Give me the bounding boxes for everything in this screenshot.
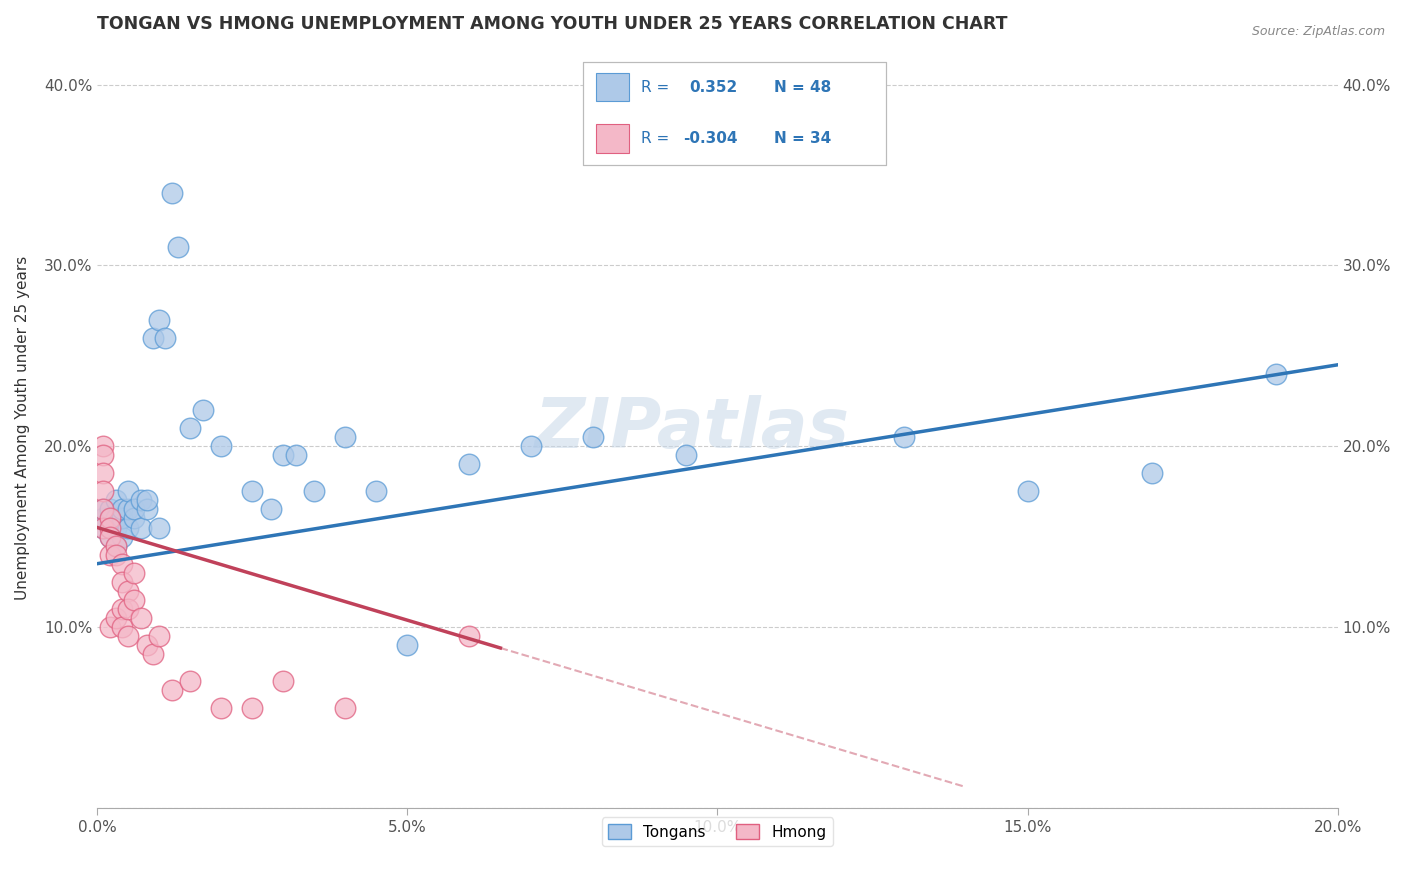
Point — [335, 430, 357, 444]
Point — [582, 430, 605, 444]
Point — [893, 430, 915, 444]
Point — [104, 539, 127, 553]
Point — [396, 638, 419, 652]
Point — [129, 611, 152, 625]
Point — [284, 448, 307, 462]
Point — [179, 674, 201, 689]
Point — [93, 511, 115, 525]
Point — [98, 620, 121, 634]
Point — [111, 620, 134, 634]
Point — [160, 186, 183, 200]
Point — [98, 511, 121, 525]
Point — [104, 493, 127, 508]
Point — [111, 502, 134, 516]
Point — [111, 574, 134, 589]
Bar — [596, 73, 628, 102]
Point — [124, 511, 146, 525]
Text: N = 48: N = 48 — [773, 79, 831, 95]
Point — [155, 331, 177, 345]
Point — [1017, 484, 1039, 499]
Text: ZIPatlas: ZIPatlas — [536, 394, 851, 461]
Legend: Tongans, Hmong: Tongans, Hmong — [602, 817, 832, 846]
Point — [191, 403, 214, 417]
Point — [520, 439, 543, 453]
Point — [160, 683, 183, 698]
Point — [93, 484, 115, 499]
Point — [124, 592, 146, 607]
Point — [167, 240, 190, 254]
Point — [335, 701, 357, 715]
Point — [98, 530, 121, 544]
Point — [135, 493, 157, 508]
Point — [148, 312, 170, 326]
Point — [98, 548, 121, 562]
Point — [142, 331, 165, 345]
Point — [458, 457, 481, 471]
Point — [1264, 367, 1286, 381]
Point — [124, 502, 146, 516]
Point — [240, 484, 263, 499]
Point — [104, 611, 127, 625]
Point — [117, 502, 139, 516]
Text: N = 34: N = 34 — [773, 131, 831, 146]
Point — [93, 502, 115, 516]
Point — [458, 629, 481, 643]
Point — [104, 511, 127, 525]
Point — [304, 484, 326, 499]
Point — [111, 602, 134, 616]
Point — [179, 421, 201, 435]
Y-axis label: Unemployment Among Youth under 25 years: Unemployment Among Youth under 25 years — [15, 256, 30, 600]
Point — [675, 448, 697, 462]
Point — [366, 484, 388, 499]
Point — [209, 439, 232, 453]
Text: TONGAN VS HMONG UNEMPLOYMENT AMONG YOUTH UNDER 25 YEARS CORRELATION CHART: TONGAN VS HMONG UNEMPLOYMENT AMONG YOUTH… — [97, 15, 1008, 33]
Point — [117, 629, 139, 643]
Point — [98, 520, 121, 534]
Point — [129, 493, 152, 508]
Point — [93, 520, 115, 534]
Point — [129, 520, 152, 534]
Point — [111, 557, 134, 571]
Point — [117, 520, 139, 534]
Point — [93, 502, 115, 516]
Point — [111, 511, 134, 525]
Point — [93, 520, 115, 534]
Point — [98, 511, 121, 525]
Text: R =: R = — [641, 79, 669, 95]
Point — [1140, 467, 1163, 481]
Point — [271, 674, 294, 689]
Point — [93, 439, 115, 453]
Point — [104, 539, 127, 553]
Point — [117, 583, 139, 598]
Point — [98, 530, 121, 544]
Point — [260, 502, 283, 516]
Text: R =: R = — [641, 131, 669, 146]
Point — [135, 638, 157, 652]
Point — [135, 502, 157, 516]
Point — [93, 448, 115, 462]
Bar — [596, 124, 628, 153]
Point — [98, 502, 121, 516]
Point — [104, 548, 127, 562]
Point — [93, 467, 115, 481]
Point — [142, 647, 165, 661]
Point — [111, 530, 134, 544]
Point — [148, 520, 170, 534]
Point — [271, 448, 294, 462]
Point — [209, 701, 232, 715]
Point — [104, 520, 127, 534]
Text: -0.304: -0.304 — [683, 131, 738, 146]
Point — [98, 520, 121, 534]
Text: 0.352: 0.352 — [689, 79, 738, 95]
Point — [148, 629, 170, 643]
Point — [124, 566, 146, 580]
Point — [117, 484, 139, 499]
Text: Source: ZipAtlas.com: Source: ZipAtlas.com — [1251, 25, 1385, 38]
Point — [240, 701, 263, 715]
Point — [117, 602, 139, 616]
